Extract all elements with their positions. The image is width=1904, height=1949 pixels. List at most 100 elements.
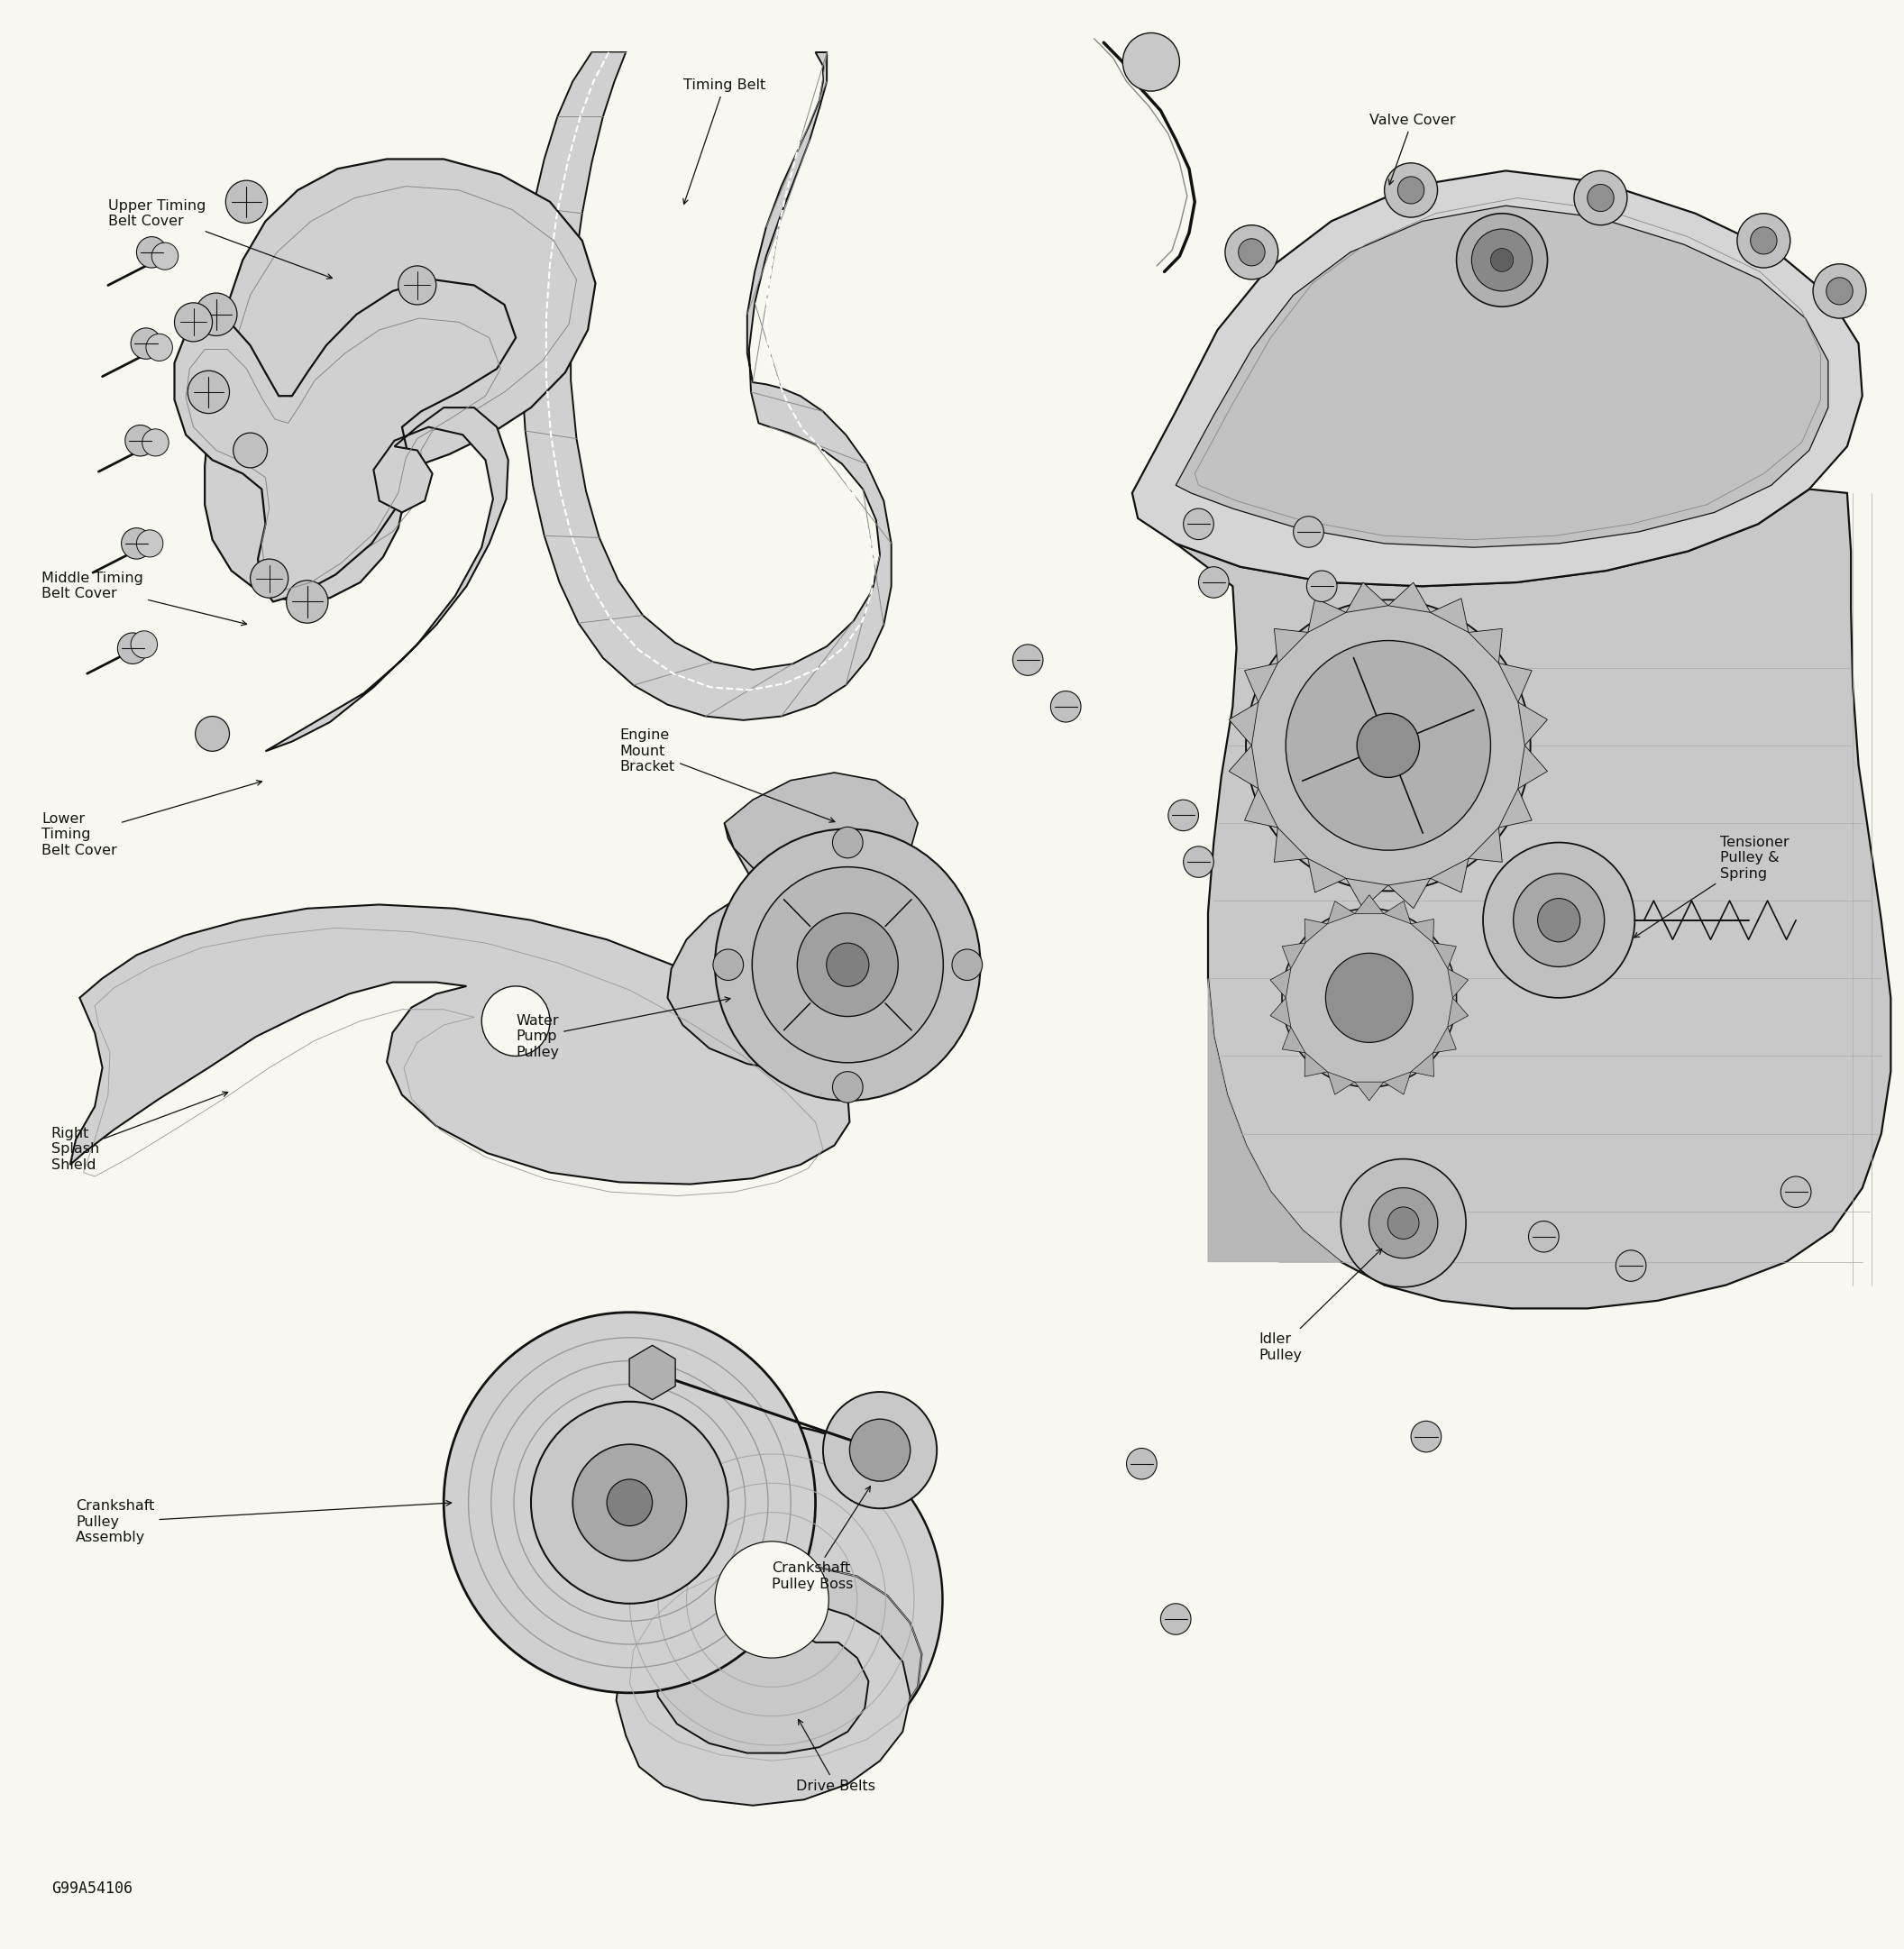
Polygon shape xyxy=(1498,663,1533,702)
Circle shape xyxy=(1013,645,1043,676)
Circle shape xyxy=(137,236,168,267)
Circle shape xyxy=(1285,641,1491,850)
Circle shape xyxy=(152,242,179,269)
Circle shape xyxy=(1184,846,1213,877)
Text: Middle Timing
Belt Cover: Middle Timing Belt Cover xyxy=(42,571,248,626)
Circle shape xyxy=(188,370,230,413)
Polygon shape xyxy=(1384,1072,1411,1095)
Polygon shape xyxy=(1517,702,1548,745)
Polygon shape xyxy=(1447,969,1468,998)
Circle shape xyxy=(1750,226,1776,253)
Circle shape xyxy=(1293,516,1323,548)
Circle shape xyxy=(131,631,158,659)
Circle shape xyxy=(712,949,743,980)
Circle shape xyxy=(1198,567,1228,598)
Text: Tensioner
Pulley &
Spring: Tensioner Pulley & Spring xyxy=(1634,836,1790,937)
Polygon shape xyxy=(175,279,516,602)
Text: Timing Belt: Timing Belt xyxy=(684,78,765,205)
Circle shape xyxy=(1384,164,1438,218)
Polygon shape xyxy=(1281,943,1306,969)
Circle shape xyxy=(398,265,436,304)
Text: Idler
Pulley: Idler Pulley xyxy=(1259,1249,1382,1362)
Circle shape xyxy=(482,986,550,1056)
Polygon shape xyxy=(1346,583,1388,612)
Polygon shape xyxy=(1434,1027,1457,1052)
Circle shape xyxy=(1169,799,1198,830)
Circle shape xyxy=(1127,1448,1158,1479)
Circle shape xyxy=(131,327,162,359)
Circle shape xyxy=(1123,33,1180,92)
Polygon shape xyxy=(206,160,596,602)
Circle shape xyxy=(1813,263,1866,318)
Circle shape xyxy=(1472,228,1533,290)
Text: Upper Timing
Belt Cover: Upper Timing Belt Cover xyxy=(109,199,331,279)
Circle shape xyxy=(122,528,152,559)
Circle shape xyxy=(1616,1249,1647,1280)
Circle shape xyxy=(1369,1187,1438,1259)
Text: Crankshaft
Pulley
Assembly: Crankshaft Pulley Assembly xyxy=(76,1499,451,1544)
Circle shape xyxy=(1398,177,1424,205)
Circle shape xyxy=(1224,224,1278,279)
Polygon shape xyxy=(1133,172,1862,587)
Polygon shape xyxy=(1468,828,1502,861)
Polygon shape xyxy=(1274,630,1308,663)
Circle shape xyxy=(249,559,288,598)
Polygon shape xyxy=(1447,998,1468,1027)
Polygon shape xyxy=(1411,920,1434,943)
Circle shape xyxy=(1245,600,1531,891)
Circle shape xyxy=(1306,571,1337,602)
Polygon shape xyxy=(1430,598,1468,631)
Polygon shape xyxy=(265,407,508,750)
Text: G99A54106: G99A54106 xyxy=(51,1881,131,1896)
Polygon shape xyxy=(1270,998,1291,1027)
Polygon shape xyxy=(1468,630,1502,663)
Polygon shape xyxy=(617,1608,910,1805)
Circle shape xyxy=(607,1479,653,1526)
Polygon shape xyxy=(1274,828,1308,861)
Polygon shape xyxy=(1245,789,1278,828)
Polygon shape xyxy=(1207,978,1340,1261)
Polygon shape xyxy=(1133,489,1891,1308)
Circle shape xyxy=(1281,908,1457,1088)
Polygon shape xyxy=(1177,207,1828,548)
Circle shape xyxy=(137,530,164,557)
Circle shape xyxy=(531,1401,727,1604)
Polygon shape xyxy=(1245,663,1278,702)
Circle shape xyxy=(1736,214,1790,267)
Polygon shape xyxy=(1304,920,1327,943)
Polygon shape xyxy=(1388,879,1430,908)
Circle shape xyxy=(602,1425,942,1774)
Polygon shape xyxy=(70,904,849,1185)
Circle shape xyxy=(1529,1222,1559,1251)
Circle shape xyxy=(714,828,981,1101)
Polygon shape xyxy=(630,1565,922,1760)
Circle shape xyxy=(1184,509,1213,540)
Circle shape xyxy=(227,181,267,222)
Polygon shape xyxy=(1270,969,1291,998)
Circle shape xyxy=(798,914,899,1017)
Circle shape xyxy=(147,333,173,361)
Circle shape xyxy=(1340,1160,1466,1286)
Polygon shape xyxy=(1281,1027,1306,1052)
Circle shape xyxy=(714,1542,828,1659)
Polygon shape xyxy=(1228,702,1259,745)
Circle shape xyxy=(1411,1421,1441,1452)
Circle shape xyxy=(1388,1206,1418,1240)
Circle shape xyxy=(1826,277,1853,304)
Text: Crankshaft
Pulley Boss: Crankshaft Pulley Boss xyxy=(771,1487,870,1590)
Polygon shape xyxy=(1434,943,1457,969)
Circle shape xyxy=(952,949,982,980)
Circle shape xyxy=(1457,214,1548,306)
Polygon shape xyxy=(724,772,918,885)
Circle shape xyxy=(573,1444,687,1561)
Circle shape xyxy=(1238,238,1264,265)
Circle shape xyxy=(1588,185,1615,212)
Circle shape xyxy=(196,717,230,750)
Circle shape xyxy=(143,429,169,456)
Circle shape xyxy=(1575,172,1628,224)
Polygon shape xyxy=(668,822,933,1072)
Circle shape xyxy=(1358,713,1420,778)
Text: Right
Splash
Shield: Right Splash Shield xyxy=(51,1091,228,1171)
Circle shape xyxy=(1538,898,1580,941)
Circle shape xyxy=(1483,842,1636,998)
